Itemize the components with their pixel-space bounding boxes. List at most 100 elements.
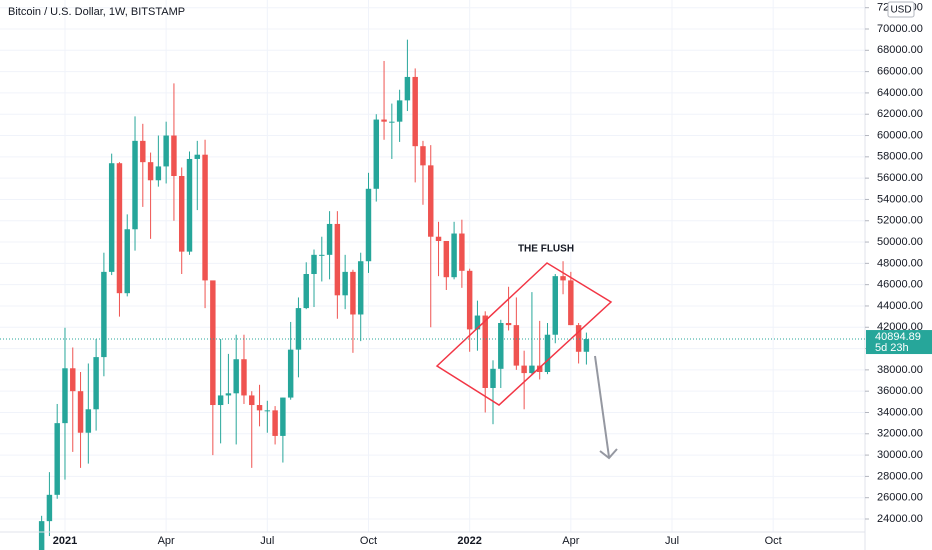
candle-body xyxy=(101,271,107,358)
candle-body xyxy=(303,274,309,309)
candle-body xyxy=(272,410,278,436)
y-tick-label: 66000.00 xyxy=(877,66,923,78)
candle-body xyxy=(38,521,45,550)
candle-body xyxy=(108,163,115,272)
candle-body xyxy=(474,315,481,330)
chart-title: Bitcoin / U.S. Dollar, 1W, BITSTAMP xyxy=(8,6,185,18)
arrow-head xyxy=(599,448,618,460)
candle-body xyxy=(490,368,496,388)
currency-box[interactable] xyxy=(887,1,915,18)
candle-body xyxy=(70,368,76,392)
candle-body xyxy=(412,76,418,147)
candle-body xyxy=(381,119,387,122)
candle-body xyxy=(295,308,302,350)
candle-body xyxy=(373,119,379,189)
candle-body xyxy=(513,325,520,366)
candle-body xyxy=(163,135,169,167)
y-tick-label: 28000.00 xyxy=(877,470,923,482)
candle-body xyxy=(568,280,574,326)
y-tick-label: 38000.00 xyxy=(877,364,923,376)
candle-body xyxy=(77,391,84,433)
candle-body xyxy=(249,395,255,406)
last-price-box xyxy=(866,330,932,355)
candle-body xyxy=(140,140,146,163)
candle-body xyxy=(389,121,395,123)
candle-body xyxy=(280,397,286,436)
annotation: THE FLUSH xyxy=(518,244,574,255)
candle-body xyxy=(171,135,177,177)
candle-body xyxy=(357,261,364,315)
candle-body xyxy=(482,315,488,388)
y-tick-label: 34000.00 xyxy=(877,406,923,418)
y-tick-label: 46000.00 xyxy=(877,279,923,291)
candle-body xyxy=(583,339,590,352)
x-tick-label: Oct xyxy=(765,535,782,547)
candle-body xyxy=(459,233,465,271)
candle-body xyxy=(428,165,434,237)
candle-body xyxy=(544,334,551,373)
y-tick-label: 36000.00 xyxy=(877,385,923,397)
grid xyxy=(0,0,865,532)
candle-body xyxy=(194,154,201,159)
candle-body xyxy=(505,323,512,326)
candle-body xyxy=(451,233,457,278)
x-tick-label: 2021 xyxy=(53,535,77,547)
candle-body xyxy=(85,409,92,433)
candles xyxy=(38,39,590,550)
candle-body xyxy=(498,323,504,369)
x-tick-label: Oct xyxy=(360,535,377,547)
candle-body xyxy=(256,405,263,411)
y-tick-label: 56000.00 xyxy=(877,172,923,184)
candle-body xyxy=(420,146,426,166)
candle-body xyxy=(443,240,450,278)
candle-body xyxy=(575,325,582,352)
x-tick-label: Apr xyxy=(158,535,175,547)
candle-body xyxy=(202,154,208,281)
y-tick-label: 60000.00 xyxy=(877,129,923,141)
countdown-label: 5d 23h xyxy=(875,342,909,354)
candle-body xyxy=(560,276,566,281)
y-tick-label: 52000.00 xyxy=(877,215,923,227)
y-tick-label: 68000.00 xyxy=(877,44,923,56)
y-tick-label: 24000.00 xyxy=(877,513,923,525)
candle-body xyxy=(552,276,558,335)
candle-body xyxy=(365,188,372,262)
x-tick-label: Jul xyxy=(665,535,679,547)
candle-body xyxy=(124,229,130,294)
x-tick-label: Jul xyxy=(260,535,274,547)
candle-body xyxy=(536,365,543,373)
candle-body xyxy=(132,140,138,230)
candle-body xyxy=(225,393,232,396)
candle-body xyxy=(116,163,123,294)
arrow-line xyxy=(594,355,610,458)
y-tick-label: 58000.00 xyxy=(877,151,923,163)
candle-body xyxy=(529,365,535,374)
candle-body xyxy=(264,410,271,412)
y-tick-label: 32000.00 xyxy=(877,428,923,440)
candle-body xyxy=(326,223,333,255)
y-tick-label: 64000.00 xyxy=(877,87,923,99)
y-tick-label: 26000.00 xyxy=(877,492,923,504)
candle-body xyxy=(396,100,403,122)
candle-body xyxy=(46,494,53,522)
candle-body xyxy=(178,176,185,252)
candle-body xyxy=(334,223,341,296)
candle-body xyxy=(62,368,68,424)
x-tick-label: Apr xyxy=(562,535,579,547)
currency-label[interactable]: USD xyxy=(890,5,911,16)
last-price-label: 40894.89 xyxy=(875,331,921,343)
candle-body xyxy=(233,359,239,394)
candle-body xyxy=(241,359,247,396)
candle-body xyxy=(54,423,60,495)
candle-body xyxy=(217,395,224,406)
candle-body xyxy=(186,158,193,252)
y-tick-label: 62000.00 xyxy=(877,108,923,120)
candle-body xyxy=(521,365,527,374)
y-tick-label: 70000.00 xyxy=(877,23,923,35)
y-tick-label: 54000.00 xyxy=(877,193,923,205)
candle-body xyxy=(147,162,154,181)
y-tick-label: 48000.00 xyxy=(877,257,923,269)
x-tick-label: 2022 xyxy=(457,535,481,547)
